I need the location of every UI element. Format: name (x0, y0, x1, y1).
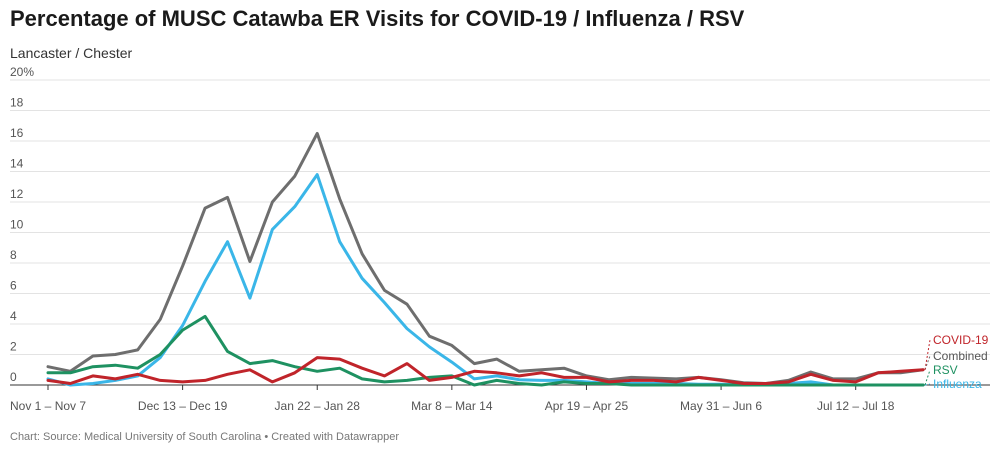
label-connector (924, 369, 931, 386)
y-tick-label: 10 (10, 218, 24, 232)
chart-title: Percentage of MUSC Catawba ER Visits for… (10, 6, 745, 31)
series-line-combined (46, 131, 925, 385)
y-gridlines (10, 79, 990, 386)
y-tick-label: 2 (10, 340, 17, 354)
y-tick-label: 14 (10, 157, 24, 171)
series-label: COVID-19 (933, 333, 989, 347)
x-tick-label: Jan 22 – Jan 28 (275, 399, 361, 413)
label-connector (924, 339, 931, 370)
x-tick-label: Apr 19 – Apr 25 (545, 399, 629, 413)
x-tick-label: Jul 12 – Jul 18 (817, 399, 895, 413)
series-line-rsv (46, 314, 925, 387)
chart-footer: Chart: Source: Medical University of Sou… (10, 431, 400, 443)
y-tick-label: 8 (10, 248, 17, 262)
y-tick-label: 18 (10, 96, 24, 110)
x-tick-label: May 31 – Jun 6 (680, 399, 762, 413)
y-tick-label: 20% (10, 65, 34, 79)
x-tick-label: Dec 13 – Dec 19 (138, 399, 228, 413)
series-line-influenza (46, 173, 925, 387)
series-label: Combined (933, 349, 988, 363)
x-tick-label: Mar 8 – Mar 14 (411, 399, 493, 413)
y-tick-label: 12 (10, 187, 24, 201)
y-tick-label: 0 (10, 370, 17, 384)
series-label: RSV (933, 363, 958, 377)
series-label: Influenza (933, 377, 982, 391)
chart-subtitle: Lancaster / Chester (10, 45, 133, 61)
label-connector (924, 383, 931, 386)
y-tick-label: 16 (10, 126, 24, 140)
series-lines (46, 131, 925, 387)
x-tick-label: Nov 1 – Nov 7 (10, 399, 86, 413)
series-line-covid-19 (46, 356, 925, 385)
y-axis-ticks: 0 2 4 6 8 10 12 14 16 18 20% (10, 65, 34, 384)
y-tick-label: 4 (10, 309, 17, 323)
label-connector (924, 355, 931, 370)
y-tick-label: 6 (10, 279, 17, 293)
x-axis-ticks: Nov 1 – Nov 7 Dec 13 – Dec 19 Jan 22 – Jan… (10, 385, 895, 413)
